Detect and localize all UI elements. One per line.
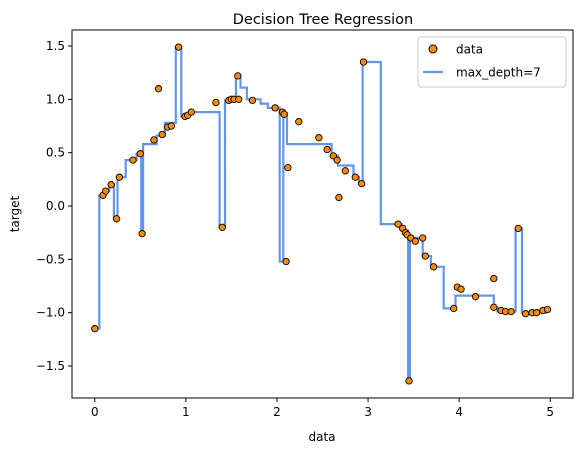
data-point [248,96,257,105]
x-tick-label: 0 [91,405,99,419]
legend-label-data: data [456,43,483,57]
data-point [91,325,99,333]
data-point [490,274,498,283]
data-point [419,234,427,242]
scatter-series [91,43,552,385]
data-point [150,136,158,144]
x-tick-label: 3 [364,405,372,419]
data-point [507,307,515,316]
data-point [112,215,121,223]
data-point [218,223,226,231]
legend-data-marker [428,44,438,54]
data-point [315,134,323,142]
data-point [174,43,183,51]
data-point [471,293,480,301]
y-tick-label: 0.5 [46,146,65,160]
data-point [514,224,522,233]
x-tick-label: 4 [455,405,463,419]
data-point [421,252,430,260]
legend-box [417,36,567,88]
data-point [341,167,349,175]
chart-title: Decision Tree Regression [233,12,413,28]
data-point [138,230,146,238]
data-point [333,156,341,164]
data-point [323,145,331,154]
data-point [411,237,420,245]
y-tick-label: 1.5 [46,39,65,53]
data-point [167,122,175,130]
data-point [115,173,124,181]
y-tick-label: −0.5 [36,252,65,266]
y-tick-label: 0.0 [46,199,65,213]
legend: data max_depth=7 [417,36,567,88]
data-point [351,173,359,181]
x-tick-label: 2 [273,405,281,419]
data-point [212,98,220,107]
y-axis-title: target [8,195,22,232]
data-point [359,58,368,66]
data-point [490,303,498,311]
data-point [234,72,242,80]
data-point [280,110,288,118]
x-tick-label: 1 [182,405,190,419]
legend-label-line: max_depth=7 [456,66,541,80]
data-point [521,310,530,318]
data-point [187,108,195,116]
data-point [335,193,343,202]
data-point [154,85,163,93]
y-axis-ticks: −1.5 −1.0 −0.5 0.0 0.5 1.0 1.5 [36,39,72,373]
x-tick-label: 5 [546,405,554,419]
data-point [271,104,279,112]
data-point [405,377,413,385]
data-point [394,220,402,228]
data-point [543,305,552,314]
data-point [284,163,292,172]
data-point [450,304,458,313]
data-point [282,257,290,266]
y-tick-label: 1.0 [46,92,65,106]
data-point [532,309,541,317]
y-tick-label: −1.5 [36,359,65,373]
data-point [107,181,115,189]
data-point [102,187,110,195]
data-point [136,150,144,158]
data-point [129,156,137,164]
data-point [295,118,303,126]
data-point [235,95,243,103]
axes-frame [71,29,574,399]
data-point [457,285,465,293]
y-tick-label: −1.0 [36,306,65,320]
data-point [358,179,366,188]
data-point [429,263,438,271]
x-axis-title: data [308,430,335,444]
data-point [158,130,166,139]
plot-area [91,43,552,385]
x-axis-ticks: 0 1 2 3 4 5 [91,398,554,419]
